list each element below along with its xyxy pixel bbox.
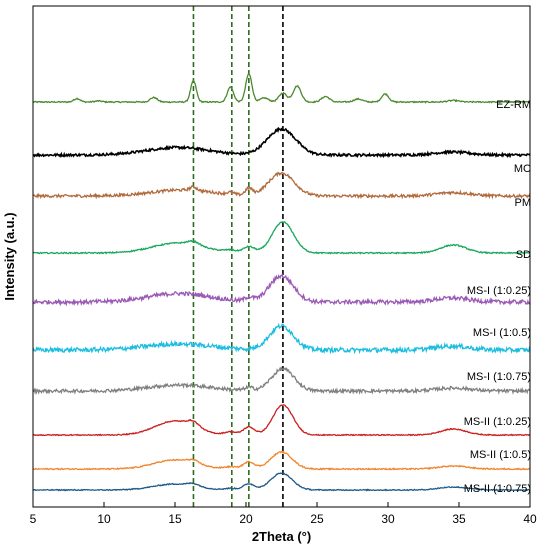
x-ticks: 5 10 15 20 25 30 35 40 bbox=[30, 502, 537, 526]
x-tick-label: 40 bbox=[523, 512, 537, 526]
x-tick-label: 25 bbox=[310, 512, 324, 526]
series-trace-pm bbox=[32, 171, 531, 200]
series-trace-sd bbox=[32, 220, 530, 255]
x-axis-title: 2Theta (°) bbox=[252, 529, 311, 544]
x-tick-label: 35 bbox=[452, 512, 466, 526]
series-trace-ms-ii-1-0-5- bbox=[32, 450, 531, 471]
series-labels: EZ-RM MC PM SD MS-I (1:0.25) MS-I (1:0.5) MS-I… bbox=[464, 99, 531, 495]
x-tick-label: 15 bbox=[168, 512, 182, 526]
series-trace-ms-i-1-0-5- bbox=[32, 322, 531, 355]
y-axis-title: Intensity (a.u.) bbox=[2, 212, 17, 300]
x-tick-label: 30 bbox=[381, 512, 395, 526]
series-trace-ms-ii-1-0-75- bbox=[32, 472, 531, 492]
series-label: SD bbox=[516, 249, 531, 261]
series-label: MS-II (1:0.25) bbox=[464, 416, 531, 428]
axes bbox=[32, 5, 531, 508]
series-trace-ez-rm bbox=[32, 73, 530, 104]
plot-frame bbox=[32, 5, 531, 508]
series-trace-ms-i-1-0-25- bbox=[32, 273, 531, 307]
x-tick-label: 20 bbox=[239, 512, 253, 526]
series-label: MS-II (1:0.75) bbox=[464, 483, 531, 495]
series-label: PM bbox=[515, 197, 532, 209]
x-tick-label: 5 bbox=[30, 512, 37, 526]
series-label: MS-II (1:0.5) bbox=[470, 449, 531, 461]
series-label: EZ-RM bbox=[496, 99, 531, 111]
series-traces bbox=[32, 73, 531, 492]
series-trace-mc bbox=[32, 126, 531, 159]
series-trace-ms-i-1-0-75- bbox=[32, 366, 531, 396]
series-label: MS-I (1:0.5) bbox=[473, 327, 531, 339]
x-tick-label: 10 bbox=[97, 512, 111, 526]
series-trace-ms-ii-1-0-25- bbox=[32, 404, 530, 437]
series-label: MC bbox=[514, 163, 531, 175]
series-label: MS-I (1:0.25) bbox=[467, 285, 531, 297]
series-label: MS-I (1:0.75) bbox=[467, 371, 531, 383]
